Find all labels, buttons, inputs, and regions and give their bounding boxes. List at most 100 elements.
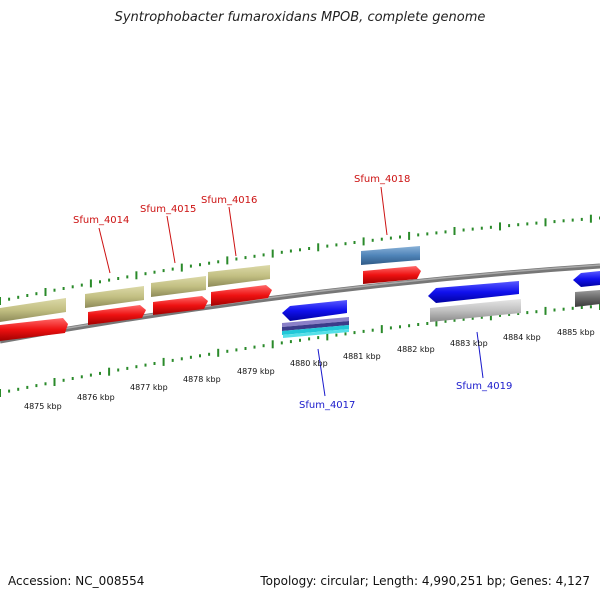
major-tick (489, 312, 492, 321)
gene-4019-blue[interactable] (428, 281, 519, 303)
major-tick (53, 378, 56, 386)
minor-tick (235, 257, 238, 261)
kbp-label: 4875 kbp (24, 402, 62, 411)
minor-tick (180, 357, 183, 361)
minor-tick (108, 278, 111, 282)
minor-tick (417, 323, 420, 326)
minor-tick (471, 227, 474, 231)
minor-tick (117, 368, 120, 372)
major-tick (180, 263, 183, 272)
minor-tick (199, 354, 201, 358)
minor-tick (226, 349, 229, 353)
minor-tick (153, 270, 156, 274)
major-tick (217, 348, 220, 357)
major-tick (135, 271, 138, 280)
minor-tick (571, 306, 574, 310)
minor-tick (517, 223, 520, 227)
minor-tick (253, 254, 256, 258)
genome-backbone (0, 263, 600, 344)
minor-tick (171, 267, 174, 271)
callout-lines (98, 186, 484, 397)
minor-tick (480, 226, 483, 230)
gene-4018-steel[interactable] (361, 246, 420, 265)
minor-tick (371, 328, 374, 332)
minor-tick (89, 373, 92, 377)
gene-label-4017[interactable]: Sfum_4017 (299, 400, 355, 411)
kbp-label: 4883 kbp (450, 339, 488, 348)
minor-tick (8, 297, 11, 301)
gene-label-4015[interactable]: Sfum_4015 (140, 204, 196, 215)
minor-tick (44, 382, 47, 386)
minor-tick (426, 322, 429, 325)
major-tick (317, 243, 320, 252)
minor-tick (208, 352, 211, 356)
major-tick (271, 249, 274, 258)
kbp-label: 4880 kbp (290, 359, 328, 368)
minor-tick (462, 228, 465, 232)
gene-label-4016[interactable]: Sfum_4016 (201, 195, 257, 206)
minor-tick (144, 363, 147, 367)
minor-tick (589, 305, 592, 309)
gene-label-4014[interactable]: Sfum_4014 (73, 215, 129, 226)
minor-tick (80, 375, 83, 379)
gene-4014-khaki[interactable] (0, 298, 66, 322)
minor-tick (499, 313, 501, 317)
major-tick (44, 288, 47, 296)
gene-4017-red[interactable] (211, 285, 272, 306)
major-tick (162, 357, 165, 366)
minor-tick (535, 221, 538, 225)
minor-tick (99, 280, 101, 284)
minor-tick (435, 231, 438, 235)
gene-4017-khaki[interactable] (208, 265, 270, 287)
minor-tick (489, 225, 492, 229)
gene-4016-red[interactable] (153, 296, 208, 315)
minor-tick (517, 312, 520, 315)
minor-tick (317, 336, 320, 340)
minor-tick (326, 244, 329, 248)
gene-label-4019[interactable]: Sfum_4019 (456, 381, 512, 392)
minor-tick (344, 332, 347, 336)
gene-4015-red[interactable] (88, 305, 146, 325)
minor-tick (508, 312, 511, 316)
minor-tick (526, 222, 529, 226)
minor-tick (62, 287, 65, 290)
minor-tick (199, 263, 201, 267)
minor-tick (280, 341, 283, 345)
major-tick (362, 237, 365, 246)
minor-tick (426, 232, 429, 236)
gene-4018-red[interactable] (363, 266, 421, 284)
minor-tick (553, 220, 556, 224)
minor-tick (8, 389, 11, 393)
gene-4017-stack (282, 317, 349, 338)
minor-tick (189, 355, 192, 359)
minor-tick (26, 294, 29, 297)
outer-tick-track (0, 214, 600, 305)
minor-tick (399, 325, 401, 329)
gene-label-4018[interactable]: Sfum_4018 (354, 174, 410, 185)
minor-tick (35, 292, 38, 296)
major-tick (89, 279, 92, 288)
major-tick (453, 227, 456, 235)
gene-4019-grey[interactable] (430, 299, 521, 322)
minor-tick (417, 233, 420, 237)
minor-tick (444, 319, 447, 323)
kbp-label: 4876 kbp (77, 393, 115, 402)
minor-tick (371, 238, 374, 242)
minor-tick (508, 224, 511, 228)
gene-4020-dark[interactable] (575, 290, 600, 307)
minor-tick (471, 316, 474, 320)
minor-tick (353, 331, 356, 335)
major-tick (380, 325, 383, 334)
minor-tick (17, 295, 20, 299)
minor-tick (53, 288, 56, 292)
minor-tick (162, 269, 165, 273)
gene-4020-blue[interactable] (573, 271, 600, 287)
major-tick (326, 332, 329, 341)
minor-tick (235, 348, 238, 352)
gene-4015-khaki[interactable] (85, 286, 144, 308)
minor-tick (244, 347, 247, 350)
gene-4017-blue[interactable] (282, 300, 347, 321)
gene-4016-khaki[interactable] (151, 276, 206, 297)
gene-4014-red[interactable] (0, 318, 68, 341)
